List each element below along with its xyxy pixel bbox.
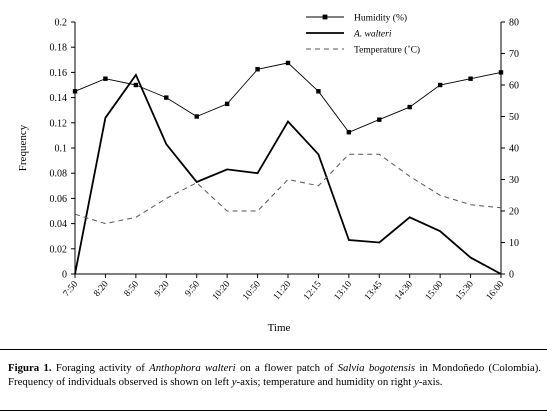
left-tick-label: 0.2	[55, 18, 68, 29]
left-tick-label: 0	[62, 270, 67, 281]
caption-axis: y	[231, 376, 237, 388]
left-axis-ticks: 0 0.02 0.04 0.06 0.08 0.1 0.12 0.14 0.16 0.18 0.2	[50, 18, 75, 281]
legend-label: Temperature (˚C)	[354, 45, 420, 56]
x-tick-label: 11:20	[272, 279, 294, 302]
x-tick-label: 15:00	[424, 279, 446, 302]
right-tick-label: 50	[509, 112, 519, 123]
x-tick-label: 9:50	[183, 279, 202, 299]
x-tick-label: 16:00	[485, 279, 507, 302]
humidity-point	[255, 67, 260, 72]
right-tick-label: 30	[509, 175, 519, 186]
x-tick-label: 10:50	[241, 279, 263, 302]
caption-text: on a flower patch of	[235, 362, 338, 374]
humidity-point	[164, 95, 169, 100]
caption-label: Figura 1.	[8, 362, 52, 374]
right-tick-label: 70	[509, 49, 519, 60]
humidity-point	[346, 130, 352, 135]
x-tick-label: 8:20	[92, 279, 111, 299]
left-tick-label: 0.18	[50, 43, 68, 54]
right-tick-label: 60	[509, 81, 519, 92]
x-tick-label: 7:50	[62, 279, 81, 299]
caption-text: Foraging activity of	[51, 362, 150, 374]
humidity-point	[498, 70, 504, 75]
right-tick-label: 80	[509, 18, 519, 29]
legend-marker-humidity	[322, 14, 328, 20]
x-axis-ticks: 7:50 8:20 8:50 9:20 9:50 10:20 10:50 11:20 12:15…	[62, 274, 507, 303]
x-tick-label: 12:15	[302, 279, 324, 302]
caption-species: Anthophora walteri	[149, 362, 236, 374]
x-tick-label: 10:20	[211, 279, 233, 302]
left-tick-label: 0.04	[50, 219, 68, 230]
humidity-point	[133, 82, 139, 88]
x-tick-label: 15:30	[454, 279, 476, 302]
caption-top-rule	[0, 349, 547, 350]
axes	[74, 22, 502, 275]
x-tick-label: 8:50	[123, 279, 142, 299]
legend-label: Humidity (%)	[354, 13, 407, 24]
humidity-point	[194, 114, 199, 119]
caption-axis: y	[414, 376, 419, 388]
right-tick-label: 40	[509, 144, 519, 155]
series-temperature-line	[74, 153, 502, 225]
left-tick-label: 0.06	[50, 194, 68, 205]
x-tick-label: 14:30	[393, 279, 415, 302]
left-tick-label: 0.12	[50, 118, 68, 129]
left-axis-label: Frequency	[17, 124, 29, 171]
humidity-point	[407, 104, 412, 110]
humidity-point	[285, 60, 291, 66]
humidity-point	[224, 101, 230, 107]
left-tick-label: 0.14	[50, 93, 68, 104]
caption-text: -axis.	[418, 376, 443, 388]
x-tick-label: 13:45	[363, 279, 385, 302]
humidity-point	[72, 89, 78, 94]
legend-label: A. walteri	[353, 30, 392, 40]
caption-species: Salvia bogotensis	[337, 362, 416, 374]
humidity-point	[103, 76, 108, 81]
left-tick-label: 0.16	[50, 68, 68, 79]
right-tick-label: 0	[509, 270, 514, 281]
humidity-point	[437, 82, 443, 88]
x-tick-label: 9:20	[153, 279, 172, 299]
x-axis-label: Time	[268, 322, 291, 334]
series-layer	[72, 60, 504, 275]
humidity-point	[316, 89, 321, 94]
right-axis-ticks: 0 10 20 30 40 50 60 70 80	[501, 18, 519, 281]
left-tick-label: 0.1	[55, 144, 68, 155]
x-tick-label: 13:10	[333, 279, 355, 302]
chart: 00.020.040.060.080.10.120.140.160.180.2 …	[17, 13, 519, 335]
left-tick-label: 0.08	[50, 169, 68, 180]
humidity-point	[468, 76, 473, 81]
right-tick-label: 10	[509, 238, 519, 249]
humidity-point	[377, 117, 382, 122]
right-tick-label: 20	[509, 207, 519, 218]
caption-text: in Mondoñedo (Colombia). Frequency of in…	[8, 362, 542, 388]
figure-caption: Figura 1. Foraging activity of Anthophor…	[8, 361, 541, 389]
legend: Humidity (%) A. walteri Temperature (˚C)	[306, 13, 420, 56]
left-tick-label: 0.02	[50, 244, 68, 255]
caption-text: -axis; temperature and humidity on right	[236, 376, 415, 388]
series-a-walteri-line	[74, 73, 502, 275]
